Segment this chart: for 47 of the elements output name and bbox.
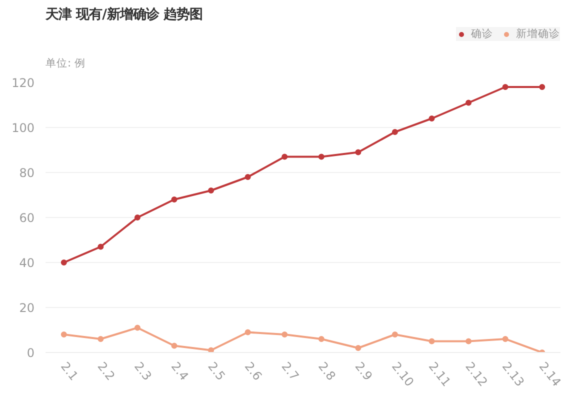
point [98,244,104,250]
x-tick-label: 2.3 [132,359,154,384]
point [318,336,324,342]
legend-label: 确诊 [471,27,493,41]
point [282,332,288,338]
point [318,154,324,160]
y-tick-label: 60 [19,211,35,225]
point [428,338,435,344]
x-tick-label: 2.7 [278,359,302,384]
point [134,324,140,331]
point [171,196,178,202]
x-tick-label: 2.1 [58,359,81,384]
x-tick-label: 2.8 [316,359,338,384]
point [502,336,508,342]
y-tick-label: 0 [26,346,35,360]
point [282,154,288,160]
x-tick-label: 2.2 [94,359,118,384]
point [392,332,398,338]
point [60,260,67,266]
point [244,329,251,336]
y-tick-label: 120 [12,76,34,90]
x-tick-label: 2.6 [242,359,265,384]
y-tick-label: 40 [19,256,35,270]
point [428,116,435,122]
y-tick-label: 80 [19,166,35,180]
point [392,129,398,135]
point [502,84,508,90]
y-axis-title: 单位: 例 [46,56,86,70]
point [466,338,472,344]
point [208,347,214,352]
point [355,149,362,156]
x-tick-label: 2.4 [168,359,192,384]
legend-label: 新增确诊 [516,27,560,41]
x-tick-label: 2.9 [352,359,376,384]
chart-title: 天津 现有/新增确诊 趋势图 [44,6,203,22]
point [171,342,178,349]
y-tick-label: 100 [12,121,34,135]
point [98,336,104,342]
point [466,100,472,106]
x-tick-label: 2.5 [205,359,228,384]
point [208,188,214,194]
point [60,332,67,338]
point [134,214,140,220]
y-tick-label: 20 [19,301,35,315]
point [539,84,546,90]
point [355,345,362,351]
point [244,174,251,180]
